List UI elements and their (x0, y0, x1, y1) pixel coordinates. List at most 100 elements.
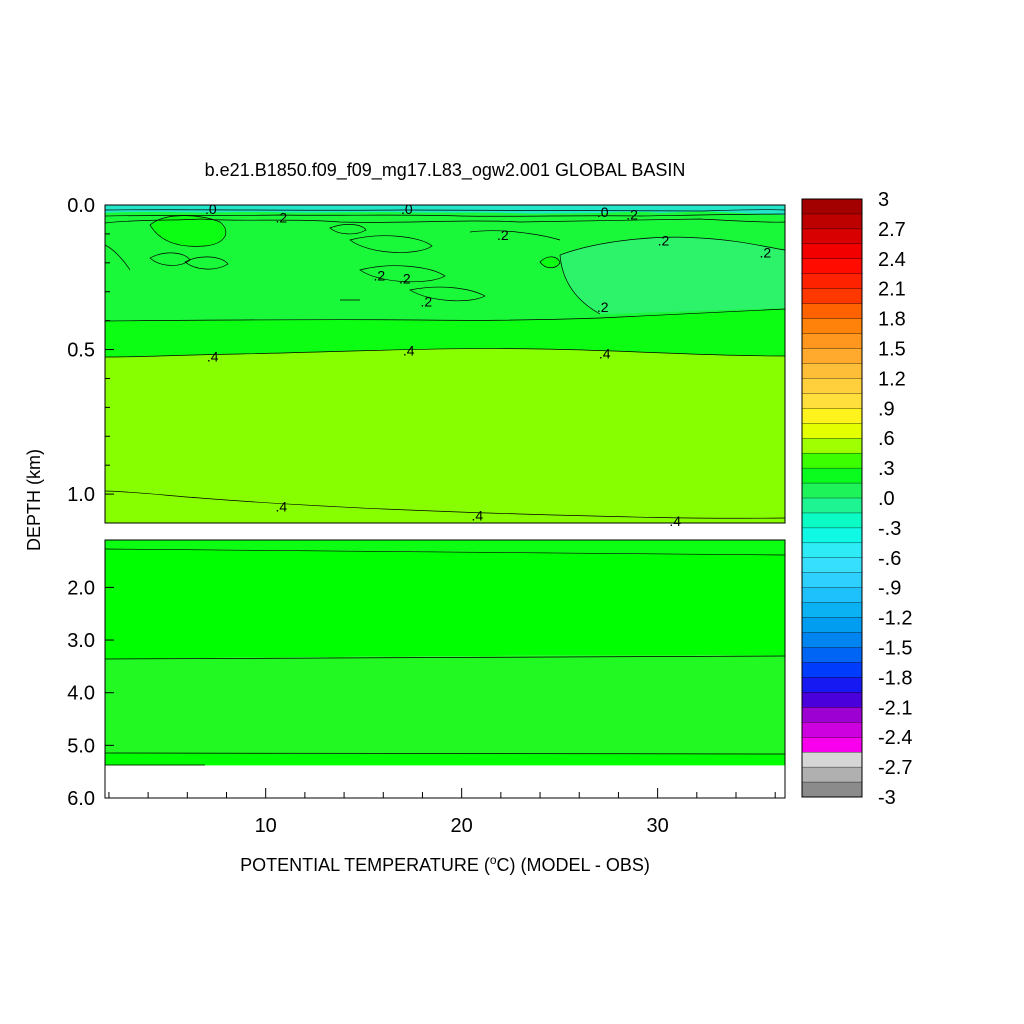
colorbar-label: -.9 (878, 578, 901, 600)
y-tick-label: 1.0 (67, 484, 95, 506)
contour-label: .2 (597, 299, 609, 315)
colorbar-bin (801, 632, 863, 648)
contour-label: .2 (399, 270, 411, 286)
y-tick-label: 0.0 (67, 195, 95, 217)
upper-contour-line (105, 213, 785, 217)
upper-contour-line (329, 224, 367, 235)
colorbar-bin (801, 557, 863, 574)
colorbar (801, 198, 863, 798)
upper-contour-line (184, 256, 229, 270)
colorbar-bin (801, 393, 863, 409)
lower-contour-line (105, 752, 785, 755)
upper-contour-lines (105, 209, 785, 519)
colorbar-bin (801, 602, 863, 619)
colorbar-bin (801, 677, 863, 693)
colorbar-label: -1.2 (878, 608, 912, 630)
upper-contour-line (105, 209, 785, 212)
upper-contour-labels: .0 .0 .0 .2 .2 .2 .2 .2 .2 .2 .2 .2 .4 .4 .4 .4 .4 .4 (205, 201, 771, 529)
colorbar-bin (801, 707, 863, 723)
contour-label: .4 (669, 513, 681, 529)
colorbar-bin (801, 497, 863, 514)
deep-band-top (105, 540, 785, 555)
colorbar-bin (801, 198, 863, 215)
colorbar-bin (801, 438, 863, 454)
colorbar-bin (801, 333, 863, 349)
colorbar-bin (801, 378, 863, 394)
upper-contour-line (149, 215, 227, 247)
upper-contour-line (349, 235, 433, 253)
colorbar-bin (801, 348, 863, 364)
contour-label: .2 (497, 227, 509, 243)
contour-label: .2 (626, 207, 638, 223)
colorbar-label: 1.2 (878, 368, 906, 390)
contour-label: .0 (205, 201, 217, 217)
colorbar-labels: 3 2.7 2.4 2.1 1.8 1.5 1.2 .9 .6 .3 .0 -.3 -.6 -.9 -1.2… (878, 189, 912, 809)
upper-contour-fill (105, 205, 785, 523)
colorbar-frame (801, 198, 863, 798)
colorbar-bin (801, 781, 863, 798)
upper-y-ticks: 0.0 0.5 1.0 (67, 195, 114, 524)
y-tick-label: 4.0 (67, 683, 95, 705)
upper-panel-frame (104, 204, 786, 524)
colorbar-label: -1.8 (878, 667, 912, 689)
colorbar-label: 1.5 (878, 339, 906, 361)
colorbar-bin (801, 662, 863, 678)
lower-panel: 2.0 3.0 4.0 5.0 6.0 10 20 30 (67, 539, 786, 837)
lower-panel-frame (104, 539, 786, 799)
deep-band-middle (105, 655, 785, 754)
lower-y-ticks: 2.0 3.0 4.0 5.0 6.0 (67, 577, 114, 810)
colorbar-label: -2.1 (878, 697, 912, 719)
contour-label: .2 (760, 244, 772, 260)
upper-contour-line (539, 256, 561, 269)
colorbar-bin (801, 542, 863, 559)
colorbar-bin (801, 363, 863, 379)
colorbar-bin (801, 423, 863, 439)
colorbar-bin (801, 572, 863, 589)
chart-title: b.e21.B1850.f09_f09_mg17.L83_ogw2.001 GL… (205, 160, 686, 181)
x-ticks: 10 20 30 (108, 788, 776, 837)
colorbar-bin (801, 527, 863, 544)
colorbar-bin (801, 722, 863, 738)
colorbar-bin (801, 288, 863, 305)
colorbar-label: 2.7 (878, 219, 906, 241)
colorbar-bin (801, 318, 863, 335)
y-tick-label: 2.0 (67, 577, 95, 599)
colorbar-bin (801, 258, 863, 275)
upper-contour-line (469, 230, 561, 241)
lower-contour-fill (105, 540, 785, 766)
colorbar-bin (801, 228, 863, 245)
colorbar-label: 3 (878, 189, 889, 211)
contour-label: .2 (374, 267, 386, 283)
deep-band-upper (105, 549, 785, 659)
colorbar-bin (801, 482, 863, 499)
upper-contour-line (105, 308, 785, 322)
x-tick-label: 10 (255, 815, 277, 837)
upper-panel: .0 .0 .0 .2 .2 .2 .2 .2 .2 .2 .2 .2 .4 .4 .4 .4 .4 .4 0.0… (67, 195, 786, 529)
colorbar-bin (801, 766, 863, 783)
colorbar-label: -.6 (878, 548, 901, 570)
colorbar-label: .3 (878, 458, 895, 480)
colorbar-label: -2.7 (878, 757, 912, 779)
y-tick-label: 6.0 (67, 788, 95, 810)
contour-label: .4 (207, 348, 219, 364)
colorbar-bin (801, 692, 863, 708)
colorbar-bin (801, 737, 863, 753)
patch-warm-small (540, 256, 560, 268)
contour-label: .4 (276, 499, 288, 515)
contour-label: .4 (403, 343, 415, 359)
colorbar-bin (801, 467, 863, 484)
patch-warm (150, 215, 226, 247)
colorbar-label: 1.8 (878, 309, 906, 331)
colorbar-label: -2.4 (878, 727, 912, 749)
colorbar-bin (801, 647, 863, 663)
upper-contour-line (105, 348, 785, 358)
contour-label: .2 (658, 233, 670, 249)
contour-label: .4 (599, 345, 611, 361)
upper-contour-line (359, 265, 446, 283)
colorbar-label: .6 (878, 428, 895, 450)
contour-label: .0 (401, 201, 413, 217)
colorbar-bin (801, 751, 863, 768)
x-tick-label: 30 (646, 815, 668, 837)
colorbar-bin (801, 213, 863, 230)
